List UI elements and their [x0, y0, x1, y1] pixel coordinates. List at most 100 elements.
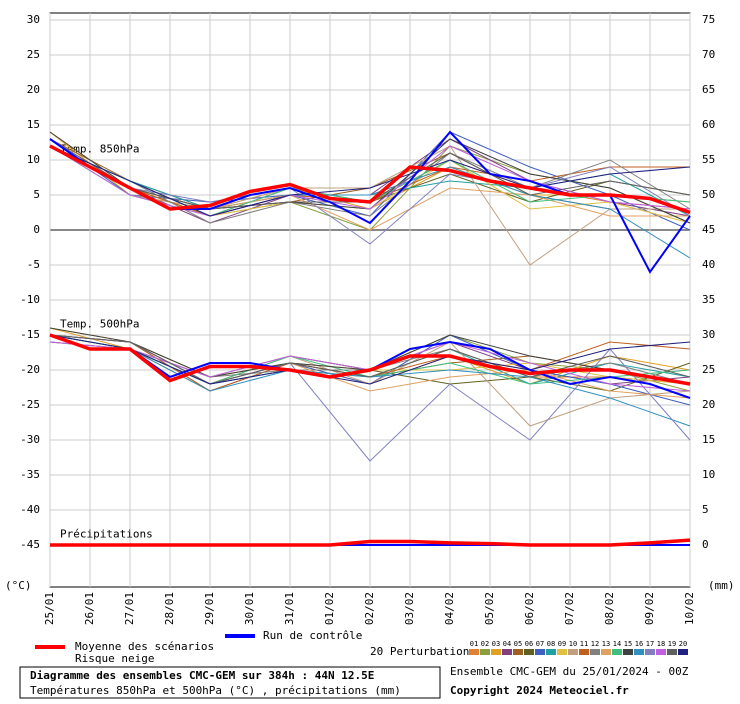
y-tick-label: 20 [27, 83, 40, 96]
legend-label: 09 [558, 640, 566, 648]
legend-swatch [513, 649, 523, 655]
x-tick-label: 28/01 [163, 592, 176, 625]
legend-label: 07 [536, 640, 544, 648]
y-tick-label: 10 [27, 153, 40, 166]
legend-label: 05 [514, 640, 522, 648]
legend-swatch [568, 649, 578, 655]
series-line [50, 538, 691, 547]
x-tick-label: 26/01 [83, 592, 96, 625]
legend-swatch [480, 649, 490, 655]
x-tick-label: 01/02 [323, 592, 336, 625]
y2-tick-label: 55 [702, 153, 715, 166]
y-tick-label: -45 [20, 538, 40, 551]
legend-label: 12 [591, 640, 599, 648]
y-tick-label: -20 [20, 363, 40, 376]
copyright: Copyright 2024 Meteociel.fr [450, 684, 629, 697]
y2-tick-label: 60 [702, 118, 715, 131]
legend-swatch [546, 649, 556, 655]
legend-swatch [502, 649, 512, 655]
x-tick-label: 25/01 [43, 592, 56, 625]
y-tick-label: 30 [27, 13, 40, 26]
x-tick-label: 29/01 [203, 592, 216, 625]
legend-swatch [491, 649, 501, 655]
y-tick-label: -25 [20, 398, 40, 411]
x-tick-label: 04/02 [443, 592, 456, 625]
snow-label: Risque neige [75, 652, 154, 665]
x-tick-label: 03/02 [403, 592, 416, 625]
perturbation-line [49, 334, 691, 385]
y2-tick-label: 15 [702, 433, 715, 446]
legend-swatch [535, 649, 545, 655]
legend-label: Run de contrôle [263, 629, 362, 642]
y2-tick-label: 65 [702, 83, 715, 96]
legend-label: 02 [481, 640, 489, 648]
legend-label: 13 [602, 640, 610, 648]
perturbations-label: 20 Perturbations [370, 645, 476, 658]
legend-label: 15 [624, 640, 632, 648]
legend-swatch [524, 649, 534, 655]
y-tick-label: 25 [27, 48, 40, 61]
legend-label: 19 [668, 640, 676, 648]
y-tick-label: 5 [33, 188, 40, 201]
y2-tick-label: 70 [702, 48, 715, 61]
run-info: Ensemble CMC-GEM du 25/01/2024 - 00Z [450, 665, 689, 678]
legend-label: 14 [613, 640, 621, 648]
legend-swatch [656, 649, 666, 655]
x-tick-label: 06/02 [523, 592, 536, 625]
y2-tick-label: 10 [702, 468, 715, 481]
legend-label: 06 [525, 640, 533, 648]
panel-label: Précipitations [60, 528, 153, 541]
y-tick-label: -30 [20, 433, 40, 446]
y2-tick-label: 35 [702, 293, 715, 306]
legend-swatch [601, 649, 611, 655]
y-tick-label: -35 [20, 468, 40, 481]
footer-subtitle: Températures 850hPa et 500hPa (°C) , pré… [30, 684, 401, 697]
legend-label: 08 [547, 640, 555, 648]
series-line [49, 144, 691, 215]
legend-label: 11 [580, 640, 588, 648]
legend-label: 03 [492, 640, 500, 648]
footer-title: Diagramme des ensembles CMC-GEM sur 384h… [30, 669, 374, 682]
legend-label: 18 [657, 640, 665, 648]
legend-label: 16 [635, 640, 643, 648]
y2-tick-label: 30 [702, 328, 715, 341]
left-unit: (°C) [5, 579, 32, 592]
y2-tick-label: 0 [702, 538, 709, 551]
legend-label: 20 [679, 640, 687, 648]
perturbation-line [49, 145, 691, 217]
legend-label: Moyenne des scénarios [75, 640, 214, 653]
legend-label: 01 [470, 640, 478, 648]
y-tick-label: -10 [20, 293, 40, 306]
legend-swatch [634, 649, 644, 655]
footer-box [19, 666, 441, 699]
y-tick-label: 0 [33, 223, 40, 236]
legend-swatch [590, 649, 600, 655]
y-tick-label: -40 [20, 503, 40, 516]
x-tick-label: 07/02 [563, 592, 576, 625]
legend-swatch [645, 649, 655, 655]
panel-label: Temp. 500hPa [60, 318, 139, 331]
x-tick-label: 09/02 [643, 592, 656, 625]
y2-tick-label: 50 [702, 188, 715, 201]
legend-swatch [557, 649, 567, 655]
y2-tick-label: 45 [702, 223, 715, 236]
legend-label: 04 [503, 640, 511, 648]
legend-label: 17 [646, 640, 654, 648]
legend-swatch [579, 649, 589, 655]
legend-swatch [667, 649, 677, 655]
legend-swatch [469, 649, 479, 655]
x-tick-label: 05/02 [483, 592, 496, 625]
panel-label: Temp. 850hPa [60, 143, 139, 156]
y2-tick-label: 5 [702, 503, 709, 516]
series-line [49, 333, 691, 386]
legend-swatch [678, 649, 688, 655]
x-tick-label: 10/02 [683, 592, 696, 625]
x-tick-label: 08/02 [603, 592, 616, 625]
y2-tick-label: 40 [702, 258, 715, 271]
legend-swatch [612, 649, 622, 655]
y2-tick-label: 20 [702, 398, 715, 411]
y2-tick-label: 25 [702, 363, 715, 376]
right-unit: (mm) [708, 579, 735, 592]
y-tick-label: 15 [27, 118, 40, 131]
